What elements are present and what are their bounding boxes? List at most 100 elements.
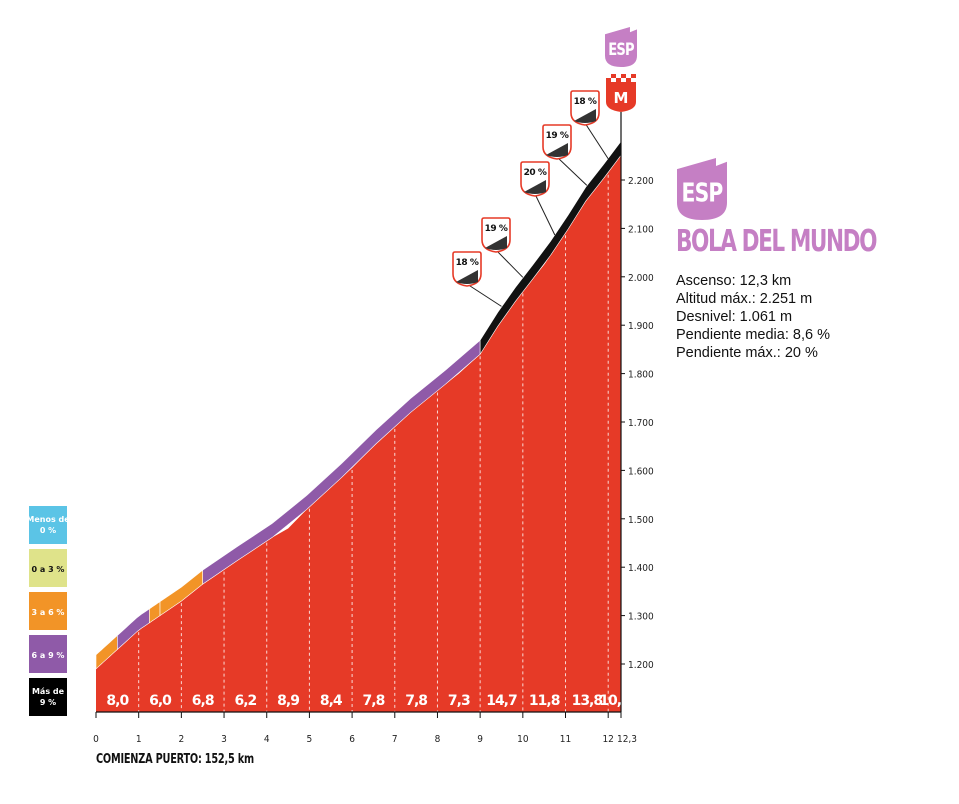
y-axis: 1.200 1.300 1.400 1.500 1.600 1.700 1.800 1.900… [620,112,654,712]
start-label: COMIENZA PUERTO: 152,5 km [96,752,254,767]
km-gradient-labels: 8,0 6,0 6,8 6,2 8,9 8,4 7,8 7,8 7,3 14,7 11,8 13,81… [106,693,631,709]
marker-slope [456,270,478,284]
legend-label: Más de [32,687,65,696]
marker-label: 19 % [546,131,569,141]
category-badge: M [606,74,636,112]
y-tick-label: 1.300 [628,612,654,623]
x-tick-label: 5 [307,734,313,745]
steep-marker: 20 % [520,161,550,197]
marker-label: 19 % [485,224,508,234]
checker [611,78,616,82]
legend-swatch [29,635,67,673]
flag-text: ESP [681,177,723,208]
marker-leader [495,249,524,278]
stat-max-altitude: Altitud máx.: 2.251 m [676,291,813,307]
x-tick-label: 7 [392,734,398,745]
steep-marker: 18 % [570,90,600,126]
x-tick-label: 4 [264,734,270,745]
country-flag-big: ESP [677,158,727,220]
stat-max-gradient: Pendiente máx.: 20 % [676,345,818,361]
y-tick-label: 1.600 [628,466,654,477]
checker [631,78,636,82]
x-tick-label: 11 [560,734,571,745]
steep-marker: 19 % [542,124,572,160]
legend-swatch [29,549,67,587]
legend-label: 9 % [40,698,56,707]
x-tick-label: 12,3 [617,734,637,745]
y-tick-label: 1.700 [628,418,654,429]
x-tick-label: 12 [602,734,613,745]
steep-marker: 19 % [481,217,511,253]
y-tick-label: 2.200 [628,176,654,187]
km-gradient-label: 14,7 [486,693,517,709]
km-gradient-label: 10,2 [599,693,630,709]
marker-label: 18 % [456,258,479,268]
climb-info: BOLA DEL MUNDO Ascenso: 12,3 km Altitud … [676,158,946,362]
x-tick-label: 6 [349,734,355,745]
stat-elevation-gain: Desnivel: 1.061 m [676,309,793,325]
marker-slope [574,109,596,123]
km-gradient-label: 8,9 [277,693,299,709]
km-gradient-label: 7,3 [448,693,470,709]
y-tick-label: 1.200 [628,660,654,671]
x-tick-label: 3 [221,734,227,745]
y-tick-label: 1.500 [628,515,654,526]
marker-leader [556,156,588,186]
summit-badges: ESP M [605,27,637,112]
profile-area [95,140,622,713]
km-gradient-label: 8,4 [320,693,343,709]
marker-leader [584,122,609,160]
marker-label: 18 % [574,97,597,107]
checker [621,78,626,82]
legend-swatch [29,678,67,716]
steep-marker: 18 % [452,251,482,287]
legend-swatch [29,592,67,630]
legend-item: 0 a 3 % [29,549,67,587]
km-gradient-label: 6,2 [234,693,256,709]
km-gradient-label: 11,8 [529,693,560,709]
x-tick-label: 10 [517,734,529,745]
legend-label: 0 a 3 % [32,565,65,574]
x-tick-label: 2 [178,734,184,745]
profile-fill [96,155,621,713]
category-badge-bg [606,74,636,112]
legend-item: 3 a 6 % [29,592,67,630]
flag-shape [605,27,637,67]
legend-item: Menos de 0 % [26,506,70,544]
marker-slope [546,143,568,157]
category-badge-text: M [614,89,629,107]
km-gradient-label: 7,8 [405,693,427,709]
y-tick-label: 2.000 [628,273,654,284]
marker-leader [534,193,556,236]
flag-shape [677,158,727,220]
x-axis: 0 1 2 3 4 5 6 7 8 9 10 11 12 12,3 [93,711,637,745]
climb-stats: Ascenso: 12,3 km Altitud máx.: 2.251 m D… [676,272,946,362]
stat-ascent: Ascenso: 12,3 km [676,273,792,289]
y-tick-label: 1.800 [628,370,654,381]
marker-slope [485,236,507,250]
km-gradient-label: 7,8 [363,693,385,709]
checker [616,74,621,78]
marker-leader [466,283,502,307]
legend-label: 0 % [40,526,56,535]
climb-title: BOLA DEL MUNDO [676,224,877,259]
legend-label: Menos de [26,515,70,524]
km-gradient-label: 6,0 [149,693,172,709]
km-gradient-label: 8,0 [106,693,129,709]
checker [626,74,631,78]
x-tick-label: 9 [477,734,483,745]
y-tick-label: 1.400 [628,563,654,574]
legend-label: 3 a 6 % [32,608,65,617]
flag-text: ESP [608,39,634,59]
x-tick-label: 0 [93,734,99,745]
checker [606,74,611,78]
legend-item: Más de 9 % [29,678,67,716]
x-tick-label: 8 [435,734,441,745]
stat-avg-gradient: Pendiente media: 8,6 % [676,327,830,343]
legend-swatch [29,506,67,544]
x-tick-label: 1 [136,734,142,745]
y-tick-label: 1.900 [628,321,654,332]
steep-markers: 18 % 19 % 20 % 19 % 18 % [452,90,609,307]
y-tick-label: 2.100 [628,224,654,235]
